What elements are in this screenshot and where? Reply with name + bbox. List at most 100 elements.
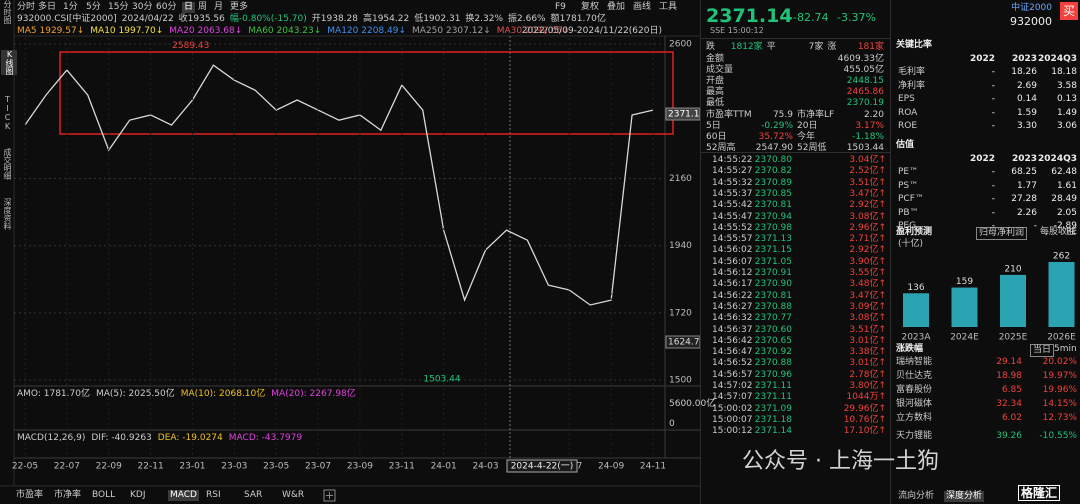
stock-name: 富春股份 <box>896 385 933 395</box>
forecast-bar <box>951 287 978 327</box>
indicator-tab[interactable]: MACD <box>168 490 199 501</box>
tick-price: 2371.11 <box>754 381 792 391</box>
side-tab[interactable]: K线图 <box>1 50 17 75</box>
stock-price: 29.14 <box>996 357 1022 367</box>
metric-value: - <box>991 80 995 91</box>
tool-button[interactable]: 复权 <box>581 2 600 12</box>
side-tab[interactable]: TICK <box>3 95 12 131</box>
tick-amount: 3.01亿↑ <box>849 358 886 369</box>
date-range: 2022/05/09-2024/11/22(620日) <box>521 26 662 36</box>
side-tab[interactable]: 成交明细 <box>3 148 12 180</box>
metric-value: 27.28 <box>1011 194 1037 205</box>
tick-price: 2370.85 <box>754 188 792 199</box>
metric-value: 2.26 <box>1016 207 1037 218</box>
volume-legend: MA(10): 2068.10亿 <box>180 389 266 399</box>
tool-button[interactable]: 叠加 <box>607 2 626 12</box>
price-tag-box <box>665 107 700 121</box>
metric-value: - <box>991 94 995 105</box>
quote-info: 932000.CSI[中证2000] <box>17 14 117 24</box>
x-tick-label: 24-03 <box>472 462 498 472</box>
metric-value: - <box>991 180 995 191</box>
metric-value: 3.30 <box>1016 121 1037 132</box>
period-tab[interactable]: 周 <box>198 2 208 12</box>
indicator-tab[interactable]: KDJ <box>130 490 146 500</box>
price-tag-box <box>665 335 700 349</box>
tick-time: 14:55:57 <box>712 234 753 245</box>
bottom-tab[interactable]: 流向分析 <box>898 491 935 501</box>
tick-time: 14:55:37 <box>712 188 753 199</box>
bottom-tab[interactable]: 深度分析 <box>944 491 985 502</box>
tick-price: 2370.65 <box>754 335 792 346</box>
tick-time: 14:57:02 <box>712 381 753 391</box>
stock-change: 14.15% <box>1042 399 1077 409</box>
indicator-tab[interactable]: SAR <box>244 490 263 500</box>
tick-time: 14:56:12 <box>712 268 753 278</box>
tool-button[interactable]: 画线 <box>633 2 652 12</box>
period-tab[interactable]: 分时 <box>17 2 36 12</box>
indicator-tab[interactable]: RSI <box>206 490 221 500</box>
period-tab[interactable]: 更多 <box>230 2 249 12</box>
tick-price: 2371.13 <box>754 234 792 245</box>
side-tab[interactable]: 深度资料 <box>3 198 12 230</box>
volume-tick: 0 <box>669 419 675 429</box>
bar-category-label: 2024E <box>950 333 979 343</box>
period-tab[interactable]: 15分 <box>108 2 129 12</box>
price-tag: 1624.72 <box>668 338 700 348</box>
movers-tab[interactable]: 当日 <box>1030 344 1055 357</box>
period-tab[interactable]: 60分 <box>156 2 177 12</box>
y-tick-label: 2160 <box>669 174 692 184</box>
forecast-tab[interactable]: PE <box>1066 227 1078 237</box>
quote-info: 幅-0.80%(-15.70) <box>229 14 307 24</box>
metric-label: ROA <box>898 107 918 118</box>
tick-time: 14:56:07 <box>712 256 753 267</box>
indicator-tab[interactable]: W&R <box>282 490 305 500</box>
volume-legend: MA(5): 2025.50亿 <box>95 389 175 399</box>
year-header: 2022 <box>969 54 995 64</box>
tick-amount: 3.90亿↑ <box>849 256 886 267</box>
forecast-tab[interactable]: 每股收益 <box>1040 227 1077 237</box>
year-header: 2023 <box>1011 154 1037 164</box>
tick-time: 14:55:47 <box>712 211 753 222</box>
metric-value: 28.49 <box>1051 194 1077 205</box>
tool-button[interactable]: F9 <box>555 2 566 12</box>
tick-price: 2370.88 <box>754 358 792 369</box>
buy-button[interactable]: 买 <box>1060 2 1079 20</box>
indicator-tab[interactable]: 市盈率 <box>16 490 44 500</box>
forecast-bar <box>1000 274 1026 327</box>
quote-label: 最高 <box>706 87 725 97</box>
indicator-tab[interactable]: BOLL <box>92 490 116 500</box>
metric-value: - <box>991 107 995 118</box>
movers-tab[interactable]: 5min <box>1054 344 1077 354</box>
metric-value: 2.69 <box>1016 80 1037 91</box>
side-tab[interactable]: 分时图 <box>3 0 12 24</box>
quote-value: 4609.33亿 <box>837 54 884 64</box>
tick-time: 15:00:12 <box>712 426 753 437</box>
bar-category-label: 2026E <box>1047 333 1076 343</box>
stock-price: 32.34 <box>996 399 1022 409</box>
quote-info: 收1935.56 <box>178 14 225 24</box>
forecast-tab[interactable]: 归母净利润 <box>976 227 1028 240</box>
period-tab[interactable]: 多日 <box>38 2 57 12</box>
period-tab[interactable]: 30分 <box>132 2 153 12</box>
period-tab[interactable]: 1分 <box>63 2 78 12</box>
tick-time: 14:56:17 <box>712 279 753 290</box>
tick-time: 14:56:52 <box>712 358 753 369</box>
text-row: MA5 1929.57↓ MA10 1997.70↓ MA20 2063.68↓ MA… <box>17 26 570 37</box>
divider <box>700 0 701 504</box>
tool-button[interactable]: 工具 <box>659 2 678 12</box>
add-tab-button[interactable] <box>323 489 336 502</box>
bar-value-label: 262 <box>1053 252 1070 262</box>
metric-value: - <box>1033 221 1037 232</box>
stock-name: 立方数科 <box>896 413 933 423</box>
x-tick-label: 22-11 <box>138 462 164 472</box>
metric-value: - <box>991 194 995 205</box>
quote-value: 455.05亿 <box>843 65 885 75</box>
indicator-tab[interactable]: 市净率 <box>54 490 82 500</box>
quote-value: -1.18% <box>852 132 884 142</box>
volume-legend: MA(20): 2267.98亿 <box>271 389 356 399</box>
period-tab[interactable]: 5分 <box>86 2 101 12</box>
period-tab[interactable]: 日 <box>182 2 196 13</box>
period-tab[interactable]: 月 <box>214 2 224 12</box>
tick-price: 2370.82 <box>754 166 792 177</box>
quote-value: -0.29% <box>761 121 793 131</box>
